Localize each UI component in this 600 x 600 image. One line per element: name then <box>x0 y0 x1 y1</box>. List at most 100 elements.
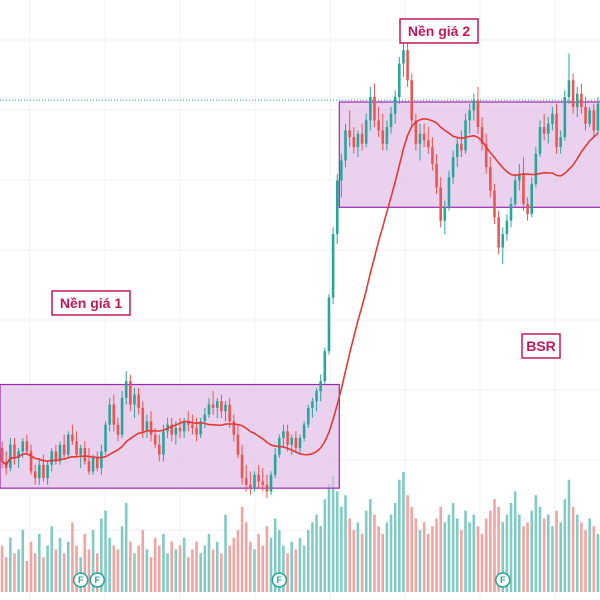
volume-bar <box>269 537 273 592</box>
volume-bar <box>518 514 521 592</box>
zone-label-box <box>399 18 479 44</box>
candle-body <box>290 438 294 445</box>
candle-body <box>298 438 302 449</box>
candle-body <box>575 93 579 107</box>
candle <box>112 394 116 432</box>
volume-bar <box>191 549 194 592</box>
candle <box>91 454 95 475</box>
volume-bar <box>385 522 389 592</box>
candle-body <box>141 407 145 432</box>
volume-bar <box>493 499 496 592</box>
event-markers[interactable]: FFFFF <box>72 572 600 588</box>
candle <box>480 117 484 151</box>
candle <box>129 374 132 412</box>
volume-bar <box>306 530 310 592</box>
candle-body <box>269 474 273 492</box>
volume-bar <box>331 475 335 592</box>
volume-bar <box>71 522 74 592</box>
volume-bar <box>513 491 517 592</box>
volume-bar <box>534 495 538 592</box>
volume-bar <box>249 541 252 592</box>
volume-bar <box>158 545 161 592</box>
volume-bar <box>592 526 596 592</box>
candle-body <box>120 397 124 435</box>
event-marker-circle <box>271 572 288 588</box>
volume-bar <box>178 545 182 592</box>
candle <box>464 113 467 154</box>
candle-body <box>348 130 351 138</box>
candle <box>149 411 153 442</box>
candle <box>406 43 409 87</box>
event-marker[interactable]: F <box>72 572 89 588</box>
candle <box>191 414 194 435</box>
volume-bar <box>25 561 29 592</box>
candle <box>410 73 414 128</box>
candle-body <box>265 484 269 492</box>
candle <box>344 123 347 168</box>
volume-bar <box>224 514 227 592</box>
candle <box>493 183 496 225</box>
volume-bar <box>203 545 207 592</box>
candle-body <box>592 110 596 131</box>
volume-bar <box>567 479 571 592</box>
volume-bar <box>174 549 178 592</box>
candle <box>340 153 343 198</box>
candle-body <box>149 421 153 435</box>
candle-body <box>522 173 525 204</box>
candle <box>315 387 318 412</box>
volume-bar <box>4 557 8 592</box>
volume-bar <box>100 518 103 592</box>
volume-bar <box>426 533 430 592</box>
candle-body <box>170 424 174 435</box>
volume-bar <box>389 514 393 592</box>
volume-bar <box>546 514 550 592</box>
candle <box>443 200 447 235</box>
candle <box>170 417 174 442</box>
candle <box>455 137 459 168</box>
candle <box>596 96 600 134</box>
volume-bar <box>509 502 513 592</box>
candle-body <box>282 431 285 439</box>
volume-bar <box>315 514 318 592</box>
event-marker[interactable]: F <box>89 572 105 588</box>
volume-bar <box>439 506 442 592</box>
candle <box>137 387 140 415</box>
volume-bar <box>50 526 54 592</box>
candle-body <box>319 381 322 392</box>
candle <box>261 468 265 492</box>
candle <box>331 227 335 305</box>
candle-body <box>244 478 248 485</box>
candle <box>381 113 385 151</box>
candle-body <box>398 63 401 97</box>
event-marker[interactable]: F <box>495 572 511 588</box>
candle-body <box>199 421 202 435</box>
candle-body <box>340 160 343 181</box>
candle <box>393 90 397 124</box>
volume-bar <box>236 530 240 592</box>
volume-bar <box>530 510 534 592</box>
volume-bar <box>232 537 236 592</box>
event-marker[interactable]: F <box>271 572 288 588</box>
zone-label-box <box>51 290 131 316</box>
candle <box>211 391 215 415</box>
candle <box>534 147 538 188</box>
volume-bar <box>538 506 542 592</box>
candle <box>567 53 571 104</box>
candle-body <box>344 130 347 161</box>
annotation-labels: Nền giá 1 Nền giá 2 <box>51 18 479 316</box>
volume-bar <box>464 510 467 592</box>
volume-bar <box>369 499 372 592</box>
candle-body <box>257 474 260 482</box>
candle-body <box>162 431 165 455</box>
volume-bar <box>327 483 331 592</box>
volume-bar <box>563 499 567 592</box>
volume-bar <box>575 514 579 592</box>
candle <box>116 417 120 442</box>
volume-bar <box>278 530 281 592</box>
candle <box>249 471 252 495</box>
candle-body <box>133 394 136 405</box>
candlesticks[interactable] <box>0 40 600 499</box>
volume-bar <box>75 545 78 592</box>
candle-body <box>335 180 339 235</box>
